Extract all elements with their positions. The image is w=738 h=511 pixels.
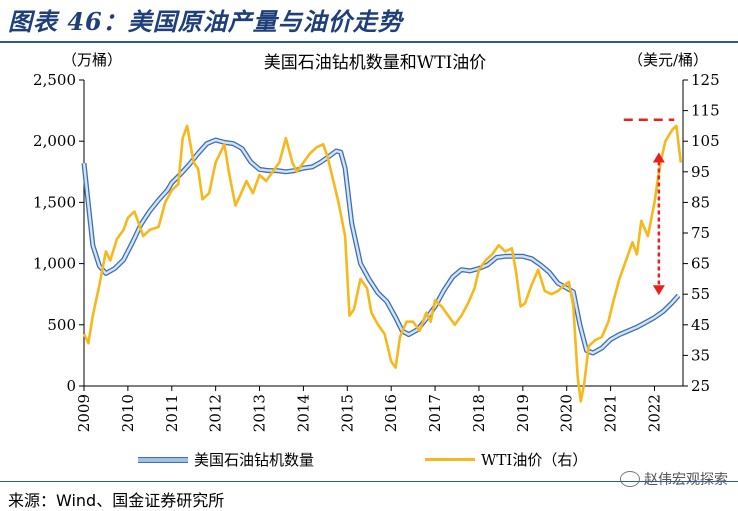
source-note: 来源：Wind、国金证券研究所 [8,491,225,510]
y-right-tick-label: 45 [691,316,710,334]
legend-item-wti: WTI油价（右） [425,449,587,470]
legend-swatch-rigs [138,456,188,463]
legend-swatch-wti [425,458,475,461]
y-right-tick-label: 25 [691,377,710,395]
left-axis-unit: （万桶） [62,51,123,69]
x-tick-label: 2012 [207,394,225,432]
y-left-tick-label: 1,500 [33,193,76,211]
y-right-tick-label: 105 [691,132,720,150]
y-left-tick-label: 1,000 [33,255,76,273]
legend: 美国石油钻机数量 WTI油价（右） [0,449,738,479]
title-rule [0,41,738,43]
series-rigs-outline [81,137,681,356]
figure-title: 图表 46：美国原油产量与油价走势 [8,7,403,36]
x-tick-label: 2016 [382,394,400,432]
chart-canvas: 0 500 1,000 1,500 2,000 2,500 25 35 45 55 65 75 85 95… [33,71,720,432]
x-tick-label: 2022 [645,394,663,432]
y-right-tick-label: 55 [691,285,710,303]
y-left-tick-label: 2,500 [33,71,76,89]
annotation-arrowhead-down [652,285,665,296]
y-left-tick-label: 0 [66,377,76,395]
y-left-tick-label: 2,000 [33,132,76,150]
legend-label-rigs: 美国石油钻机数量 [194,451,315,469]
y-right-tick-label: 35 [691,346,710,364]
y-right-tick-label: 125 [691,71,720,89]
bottom-rule [0,481,738,482]
y-right-tick-label: 95 [691,163,710,181]
y-right-tick-label: 115 [691,102,720,120]
right-axis-unit: （美元/桶） [628,51,709,69]
y-left-tick-label: 500 [47,316,76,334]
x-tick-label: 2010 [119,394,137,432]
series-rigs-line [82,138,680,355]
y-right-tick-label: 75 [691,224,710,242]
x-tick-label: 2011 [163,394,181,432]
x-tick-label: 2018 [470,394,488,432]
series-wti-line [82,124,683,403]
x-tick-label: 2021 [602,394,620,432]
x-tick-label: 2017 [426,394,444,432]
y-right-tick-label: 65 [691,255,710,273]
x-tick-label: 2020 [558,394,576,432]
x-tick-label: 2013 [251,394,269,432]
wechat-icon [620,471,640,487]
x-tick-label: 2015 [338,394,356,432]
legend-item-rigs: 美国石油钻机数量 [138,449,314,470]
watermark: 赵伟宏观探索 [620,469,728,489]
x-tick-label: 2009 [75,394,93,432]
watermark-text: 赵伟宏观探索 [644,472,728,488]
y-right-tick-label: 85 [691,193,710,211]
x-tick-label: 2019 [514,394,532,432]
annotation-arrowhead-up [652,152,665,163]
chart-title: 美国石油钻机数量和WTI油价 [263,53,487,73]
x-tick-label: 2014 [294,394,312,432]
legend-label-wti: WTI油价（右） [481,451,588,469]
